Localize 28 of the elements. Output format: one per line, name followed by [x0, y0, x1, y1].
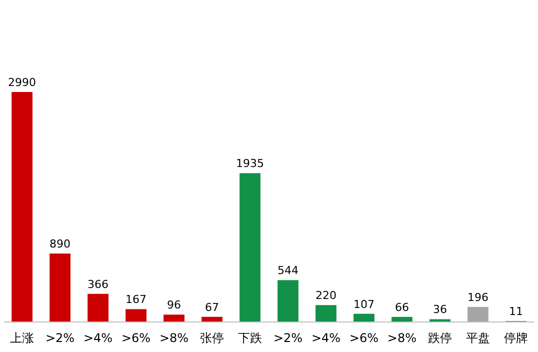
data-label: 96 [167, 298, 182, 312]
data-label: 1935 [236, 157, 264, 170]
x-tick-label: >8% [387, 331, 417, 345]
data-label: 11 [508, 305, 523, 318]
data-label: 36 [432, 303, 447, 316]
x-tick-label: >2% [273, 331, 303, 345]
data-label: 544 [277, 264, 298, 278]
data-label: 67 [205, 300, 220, 314]
x-tick-label: 停牌 [504, 331, 528, 345]
x-tick-label: 下跌 [238, 331, 262, 345]
x-tick-label: 平盘 [466, 331, 490, 345]
data-label: 2990 [8, 76, 36, 89]
x-tick-label: >6% [349, 331, 379, 345]
data-label: 220 [315, 289, 336, 302]
x-tick-label: 张停 [200, 331, 224, 345]
x-tick-label: >4% [83, 331, 113, 345]
x-tick-label: >8% [159, 331, 189, 345]
x-tick-label: >4% [311, 331, 341, 345]
x-tick-label: >6% [121, 331, 151, 345]
data-label: 196 [467, 290, 488, 304]
data-label: 66 [394, 300, 409, 314]
data-label: 366 [88, 278, 109, 291]
x-tick-label: 上涨 [10, 331, 34, 345]
x-tick-label: >2% [45, 331, 75, 345]
data-label: 167 [126, 293, 147, 306]
data-label: 107 [353, 298, 374, 311]
data-label: 890 [50, 238, 71, 251]
x-tick-label: 跌停 [428, 331, 452, 345]
